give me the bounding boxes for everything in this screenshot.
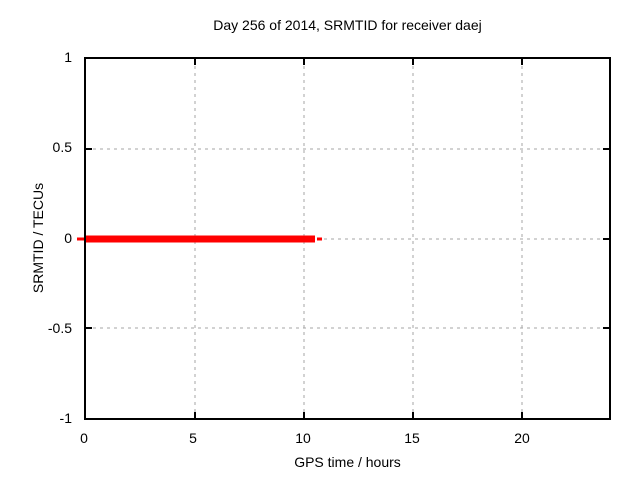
tick-x-20-top [520,59,523,65]
xtick-label-20: 20 [514,430,530,446]
xtick-label-10: 10 [295,430,311,446]
tick-x-15-top [411,59,414,65]
xtick-label-0: 0 [80,430,88,446]
tick-x-5-bottom [193,412,196,418]
chart-title: Day 256 of 2014, SRMTID for receiver dae… [213,17,482,33]
ytick-label-1: 1 [64,49,72,65]
tick-x-20-bottom [520,412,523,418]
xtick-label-5: 5 [189,430,197,446]
ytick-label--1: -1 [59,410,72,426]
srmtid-line-right-cap [316,237,322,240]
srmtid-line [86,235,315,242]
tick-y-0.5-right [603,147,609,150]
tick-y-0-right [603,237,609,240]
xtick-label-15: 15 [404,430,420,446]
tick-y--0.5-left [86,327,92,330]
srmtid-line-left-cap [77,237,84,240]
tick-y-0.5-left [86,147,92,150]
x-axis-title: GPS time / hours [294,454,401,470]
tick-x-10-top [302,59,305,65]
tick-x-15-bottom [411,412,414,418]
ytick-label--0.5: -0.5 [47,320,72,336]
tick-y--0.5-right [603,327,609,330]
gridline-y-0 [86,238,609,239]
ytick-label-0.5: 0.5 [52,139,72,155]
tick-x-10-bottom [302,412,305,418]
tick-x-5-top [193,59,196,65]
gridline-y--0.5 [86,327,609,329]
gridline-y-0.5 [86,148,609,150]
plot-area [77,57,611,420]
ytick-label-0: 0 [64,230,72,246]
